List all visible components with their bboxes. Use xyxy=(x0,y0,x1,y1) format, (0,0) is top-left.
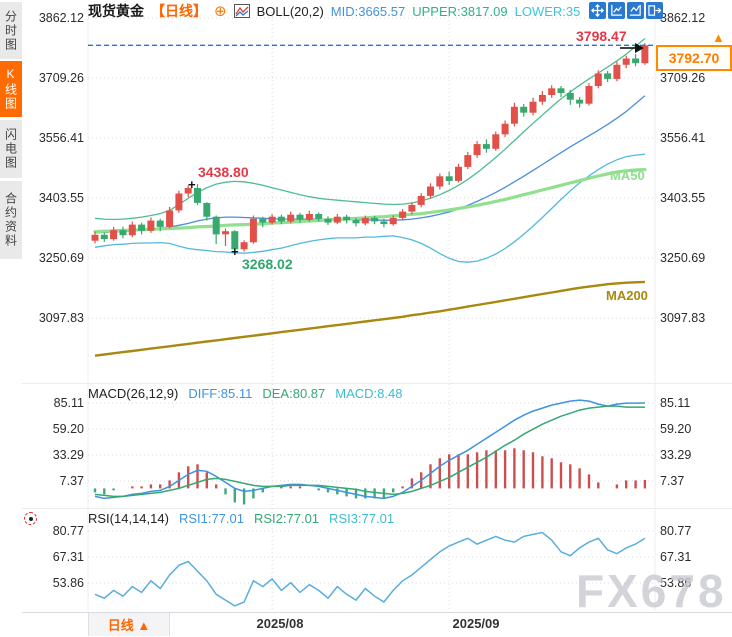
rsi3-value: RSI3:77.01 xyxy=(329,511,395,526)
chart-icon[interactable] xyxy=(233,4,250,18)
axis-label: 3250.69 xyxy=(38,251,84,266)
axis-label: 7.37 xyxy=(59,474,84,488)
axis-label: 80.77 xyxy=(660,524,692,538)
low-plus-marker: + xyxy=(231,244,239,259)
boll-lower-value: LOWER:35 xyxy=(514,3,581,19)
chart-header: 现货黄金 【日线】 ⊕ BOLL(20,2) MID:3665.57 UPPER… xyxy=(88,2,580,20)
x-axis-label-sep: 2025/09 xyxy=(452,616,500,631)
axis-label: 67.31 xyxy=(660,550,692,564)
axis-label: 53.86 xyxy=(52,575,84,590)
axis-label: 3097.83 xyxy=(660,311,706,326)
mouse-cursor xyxy=(620,40,646,61)
axis-label: 59.20 xyxy=(660,422,692,436)
axis-label: 80.77 xyxy=(52,524,84,538)
boll-upper-value: UPPER:3817.09 xyxy=(412,3,508,19)
axis-label: 3709.26 xyxy=(660,71,706,85)
rsi2-value: RSI2:77.01 xyxy=(253,511,320,526)
axis-label: 85.11 xyxy=(660,396,691,410)
collapse-panel-icon[interactable] xyxy=(646,2,663,19)
sidebar-tab-time-chart[interactable]: 分时图 xyxy=(0,2,22,59)
ma200-label: MA200 xyxy=(606,288,648,303)
axis-label: 67.31 xyxy=(52,550,84,564)
sidebar-tab-kline-chart[interactable]: K线图 xyxy=(0,61,22,117)
symbol-name: 现货黄金 xyxy=(88,3,144,19)
macd-dea-value: DEA:80.87 xyxy=(262,386,326,401)
axis-label: 3403.55 xyxy=(38,191,84,206)
session-high-label: 3798.47 xyxy=(576,28,627,44)
period-label: 【日线】 xyxy=(151,3,207,19)
boll-mid-value: MID:3665.57 xyxy=(330,3,406,19)
price-up-arrow-icon: ▲ xyxy=(712,30,725,45)
chart-toolbar xyxy=(589,2,663,19)
axis-label: 53.86 xyxy=(660,575,692,590)
axis-label: 3556.41 xyxy=(660,131,706,146)
sidebar: 分时图 K线图 闪电图 合约资料 xyxy=(0,0,22,636)
bottom-bar: ▲ 日线 ▲ 2025/08 2025/09 xyxy=(0,612,732,637)
indicator-name: BOLL(20,2) xyxy=(256,3,324,19)
rsi1-value: RSI1:77.01 xyxy=(178,511,244,526)
x-axis-label-aug: 2025/08 xyxy=(256,616,304,631)
macd-header: MACD(26,12,9) DIFF:85.11 DEA:80.87 MACD:… xyxy=(88,386,402,401)
axis-label: 3862.12 xyxy=(660,11,706,25)
axis-label: 3097.83 xyxy=(38,311,84,326)
axis-label: 33.29 xyxy=(52,448,84,462)
axis-label: 3556.41 xyxy=(38,131,84,146)
axis-label: 85.11 xyxy=(53,396,84,410)
axis-label: 3862.12 xyxy=(38,11,84,25)
rsi-title: RSI(14,14,14) xyxy=(88,511,169,526)
sidebar-tab-contract-info[interactable]: 合约资料 xyxy=(0,181,22,259)
period-tab[interactable]: 日线 ▲ xyxy=(88,613,170,636)
swing-high-label: 3438.80 xyxy=(198,164,249,180)
axis-scale-right-icon[interactable] xyxy=(627,2,644,19)
swing-low-label: 3268.02 xyxy=(242,256,293,272)
pan-icon[interactable] xyxy=(589,2,606,19)
macd-title: MACD(26,12,9) xyxy=(88,386,179,401)
last-price-box: 3792.70 xyxy=(656,45,732,71)
indicator-marker-icon[interactable] xyxy=(24,512,37,525)
axis-label: 59.20 xyxy=(52,422,84,436)
sidebar-tab-flash-chart[interactable]: 闪电图 xyxy=(0,120,22,178)
ma50-label: MA50 xyxy=(610,168,645,183)
macd-diff-value: DIFF:85.11 xyxy=(188,386,253,401)
plus-circle-icon[interactable]: ⊕ xyxy=(214,2,227,20)
macd-value: MACD:8.48 xyxy=(335,386,403,401)
axis-label: 3250.69 xyxy=(660,251,706,266)
axis-label: 3403.55 xyxy=(660,191,706,206)
rsi-header: RSI(14,14,14) RSI1:77.01 RSI2:77.01 RSI3… xyxy=(88,511,394,526)
axis-label: 33.29 xyxy=(660,448,692,462)
high-plus-marker: + xyxy=(188,177,196,192)
axis-scale-left-icon[interactable] xyxy=(608,2,625,19)
axis-label: 3709.26 xyxy=(38,71,84,85)
watermark: FX678 xyxy=(576,565,727,617)
axis-label: 7.37 xyxy=(660,474,685,488)
